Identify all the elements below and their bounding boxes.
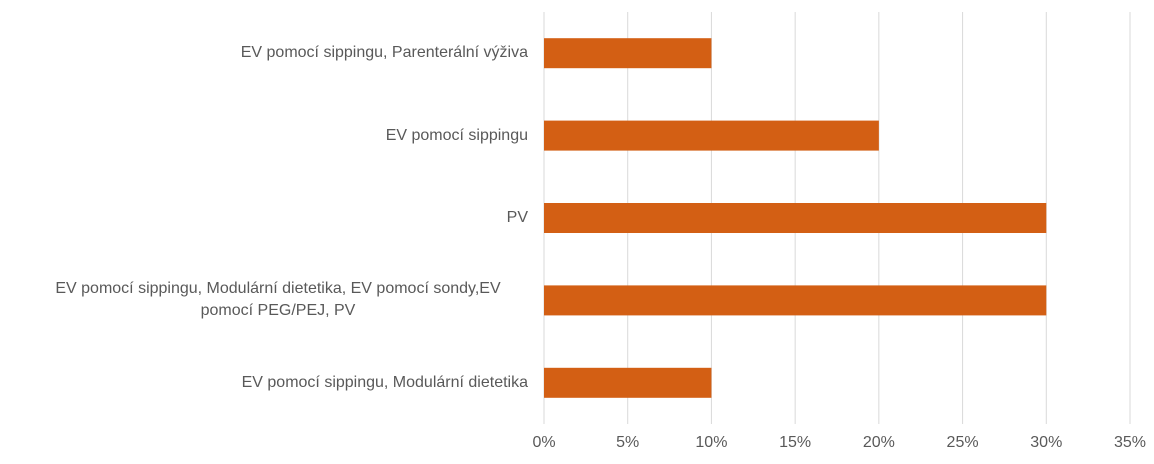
x-tick-label: 25% (947, 434, 979, 451)
y-tick-label: EV pomocí sippingu, Modulární dietetika,… (55, 280, 501, 320)
x-tick-label: 35% (1114, 434, 1146, 451)
y-tick-label: EV pomocí sippingu (385, 126, 528, 144)
x-tick-label: 0% (532, 434, 555, 451)
y-tick-label: EV pomocí sippingu, Parenterální výživa (240, 44, 528, 62)
bar (544, 203, 1047, 233)
x-tick-label: 30% (1030, 434, 1062, 451)
bar (544, 285, 1047, 316)
bar (544, 120, 879, 151)
x-tick-label: 5% (616, 434, 639, 451)
y-tick-label: EV pomocí sippingu, Modulární dietetika (241, 373, 528, 391)
x-tick-label: 15% (779, 434, 811, 451)
x-tick-label: 10% (695, 434, 727, 451)
bar (544, 38, 712, 69)
y-tick-label: PV (506, 209, 528, 226)
bar (544, 367, 712, 398)
x-tick-label: 20% (863, 434, 895, 451)
